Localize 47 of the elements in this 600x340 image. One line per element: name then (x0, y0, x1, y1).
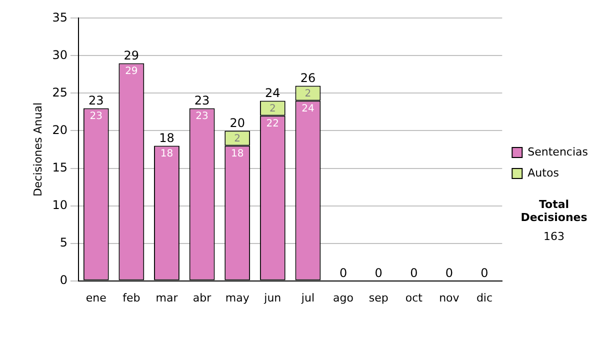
total-label: 0 (480, 266, 488, 280)
total-label: 0 (410, 266, 418, 280)
x-tick-label: nov (439, 291, 460, 304)
y-axis-title: Decisiones Anual (31, 102, 44, 197)
text: 163 (542, 230, 566, 243)
data-label: 23 (90, 110, 102, 122)
x-tick-label: oct (405, 291, 424, 304)
total-label: 0 (339, 266, 348, 280)
x-tick-label: mar (156, 291, 178, 304)
x-tick-label: may (225, 291, 250, 304)
total-label: 26 (300, 70, 316, 85)
x-tick-label: ago (333, 291, 354, 304)
y-tick-label: 15 (52, 160, 68, 174)
data-label: 22 (266, 118, 280, 130)
y-tick-label: 0 (60, 272, 68, 287)
x-tick-label: dic (476, 291, 493, 304)
total-label: 24 (265, 86, 280, 100)
y-tick-label: 5 (60, 235, 68, 250)
total-label: 23 (194, 93, 210, 108)
legend-label: Sentencias (528, 145, 588, 158)
data-label: 23 (196, 110, 208, 122)
y-tick-label: 30 (52, 48, 68, 62)
data-label: 18 (160, 148, 174, 160)
y-tick-label: 10 (52, 198, 68, 212)
text: Total Decisiones (520, 198, 588, 224)
total-label: 23 (88, 93, 104, 108)
legend-label: Autos (528, 166, 560, 180)
y-tick-label: 20 (52, 122, 68, 137)
total-label: 29 (124, 48, 140, 62)
data-label: 18 (230, 148, 244, 160)
data-label: 2 (234, 133, 241, 144)
x-tick-label: feb (122, 291, 140, 304)
total-label: 0 (445, 266, 454, 280)
data-label: 2 (269, 103, 276, 114)
total-label: 18 (159, 130, 174, 145)
data-label: 29 (125, 66, 138, 77)
y-tick-label: 25 (52, 85, 68, 100)
total-label: 0 (374, 266, 382, 280)
data-label: 24 (302, 103, 314, 114)
x-tick-label: jul (300, 291, 315, 304)
y-tick-label: 35 (52, 10, 68, 24)
data-label: 2 (304, 88, 312, 100)
total-label: 20 (230, 116, 245, 130)
x-tick-label: abr (192, 291, 212, 304)
x-tick-label: ene (86, 291, 107, 304)
x-tick-label: jun (263, 291, 282, 304)
x-tick-label: sep (368, 291, 388, 304)
